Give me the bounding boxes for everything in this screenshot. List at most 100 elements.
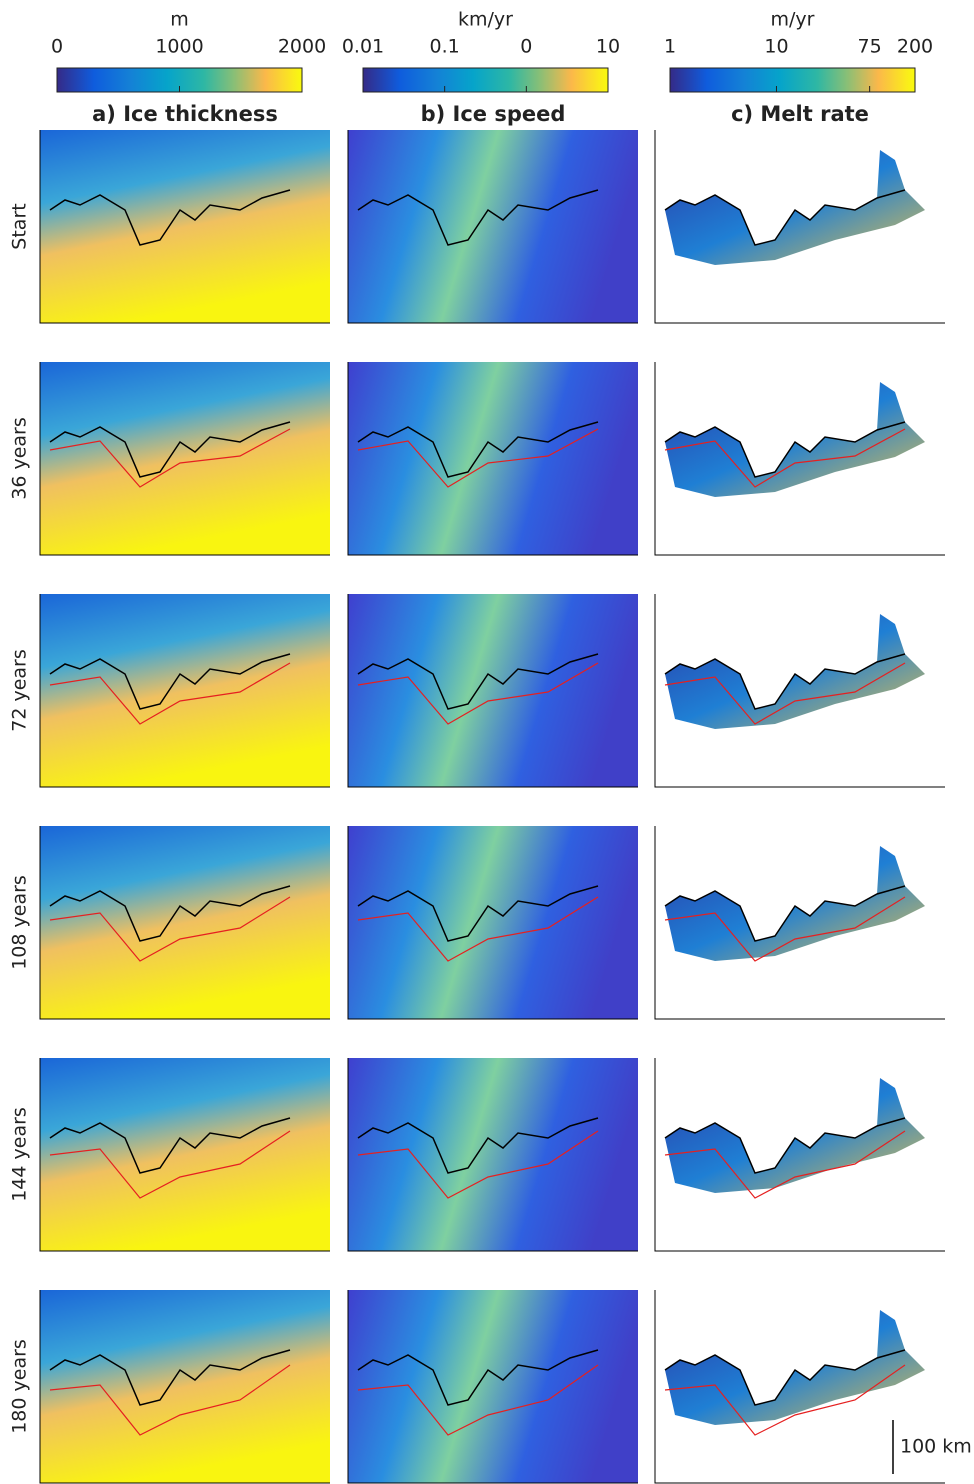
map-panel (654, 130, 945, 324)
retreat-line (664, 1364, 906, 1436)
panel-axes (654, 362, 945, 556)
row-label: 36 years (9, 417, 31, 500)
retreat-line (49, 428, 291, 488)
map-panel (39, 594, 330, 788)
map-field (348, 130, 638, 323)
grounding-line (664, 653, 906, 710)
scale-bar-label: 100 km (900, 1436, 972, 1458)
panel-axes (347, 362, 638, 556)
panel-axes (347, 130, 638, 324)
grounding-line (664, 1117, 906, 1174)
map-panel (347, 130, 638, 324)
panel-axes (39, 826, 330, 1020)
map-field (348, 594, 638, 787)
row-label: Start (9, 203, 31, 249)
map-panel (654, 826, 945, 1020)
map-panel (654, 1058, 945, 1252)
grounding-line (49, 653, 291, 710)
grounding-line (357, 885, 599, 942)
melt-field (665, 1078, 925, 1193)
colorbar-tick-label: 1000 (155, 36, 203, 58)
colorbar-unit: km/yr (458, 9, 513, 31)
grounding-line (357, 1349, 599, 1406)
map-panel (654, 594, 945, 788)
panel-axes (347, 826, 638, 1020)
retreat-line (49, 1364, 291, 1436)
panel-axes (347, 594, 638, 788)
map-field (40, 362, 330, 555)
colorbar (669, 67, 916, 93)
grounding-line (49, 421, 291, 478)
panel-axes (39, 1290, 330, 1484)
grounding-line (357, 421, 599, 478)
map-panel (39, 362, 330, 556)
melt-field (665, 846, 925, 961)
map-panel (39, 130, 330, 324)
colorbar-tick-label: 0.01 (342, 36, 384, 58)
melt-field (665, 1310, 925, 1425)
map-panel (39, 1058, 330, 1252)
column-title: b) Ice speed (421, 102, 566, 126)
map-field (40, 826, 330, 1019)
panel-axes (347, 1058, 638, 1252)
map-panel (347, 362, 638, 556)
grounding-line (664, 885, 906, 942)
retreat-line (357, 428, 599, 488)
retreat-line (49, 662, 291, 725)
colorbar-tick-label: 10 (596, 36, 620, 58)
map-field (348, 826, 638, 1019)
grounding-line (49, 1117, 291, 1174)
grounding-line (664, 1349, 906, 1406)
panel-axes (654, 130, 945, 324)
colorbar-tick-label: 2000 (278, 36, 326, 58)
retreat-line (49, 1130, 291, 1199)
retreat-line (664, 428, 906, 488)
colorbar-tick-label: 200 (897, 36, 933, 58)
map-panel (347, 1290, 638, 1484)
map-field (348, 1058, 638, 1251)
grounding-line (49, 885, 291, 942)
map-field (40, 594, 330, 787)
colorbar-tick-label: 0 (51, 36, 63, 58)
map-panel (347, 1058, 638, 1252)
row-label: 108 years (9, 875, 31, 970)
grounding-line (664, 421, 906, 478)
colorbar (362, 67, 609, 93)
colorbar-tick-label: 10 (764, 36, 788, 58)
row-label: 144 years (9, 1107, 31, 1202)
retreat-line (664, 662, 906, 725)
grounding-line (357, 653, 599, 710)
retreat-line (664, 1130, 906, 1199)
retreat-line (357, 1364, 599, 1436)
panel-axes (654, 594, 945, 788)
column-title: a) Ice thickness (92, 102, 278, 126)
retreat-line (357, 1130, 599, 1199)
panel-axes (39, 362, 330, 556)
grounding-line (49, 189, 291, 246)
retreat-line (357, 662, 599, 725)
grounding-line (357, 189, 599, 246)
grounding-line (357, 1117, 599, 1174)
panel-axes (39, 594, 330, 788)
colorbar-unit: m (170, 9, 189, 31)
retreat-line (357, 896, 599, 962)
colorbar-unit: m/yr (771, 9, 815, 31)
melt-field (665, 382, 925, 497)
colorbar-tick-label: 0.1 (430, 36, 460, 58)
map-panel (39, 1290, 330, 1484)
grounding-line (49, 1349, 291, 1406)
map-panel (347, 594, 638, 788)
panel-axes (39, 1058, 330, 1252)
colorbar-tick-label: 75 (858, 36, 882, 58)
colorbar-tick-label: 0 (520, 36, 532, 58)
retreat-line (664, 896, 906, 962)
map-field (40, 1058, 330, 1251)
panel-axes (654, 1290, 945, 1484)
panel-axes (39, 130, 330, 324)
retreat-line (49, 896, 291, 962)
colorbar-tick-label: 1 (664, 36, 676, 58)
melt-field (665, 614, 925, 729)
map-panel (654, 362, 945, 556)
panel-axes (654, 826, 945, 1020)
